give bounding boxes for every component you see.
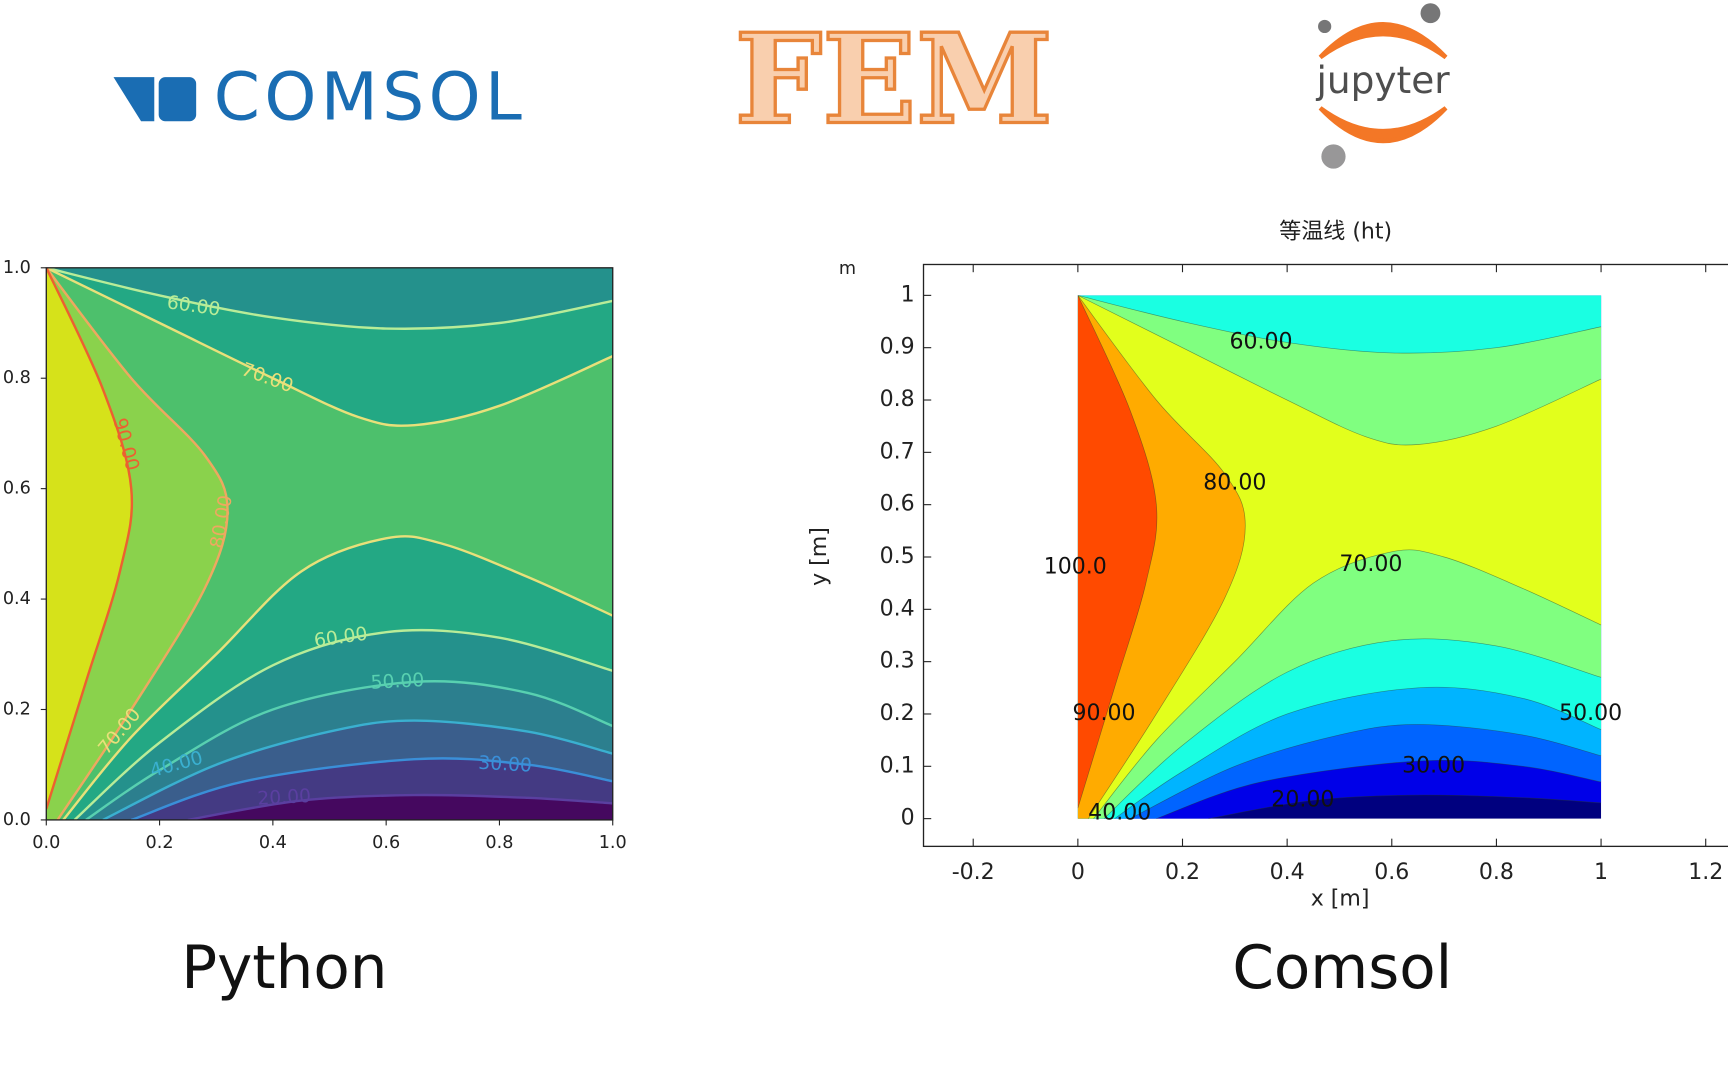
contour-label: 60.00	[1229, 329, 1292, 354]
x-tick-label: 0.8	[485, 833, 513, 853]
y-tick-label: 0.8	[3, 368, 31, 388]
contour-label: 50.00	[1559, 701, 1622, 726]
jupyter-dot	[1420, 3, 1441, 24]
y-tick-label: 0.0	[3, 810, 31, 830]
y-tick-label: 0.3	[880, 649, 915, 674]
y-tick-label: 0.9	[880, 335, 915, 360]
x-tick-label: 0.6	[372, 833, 400, 853]
contour-line	[130, 757, 613, 820]
contour-line	[1130, 724, 1602, 819]
y-tick-label: 0.2	[3, 699, 31, 719]
x-tick-label: 1.0	[599, 833, 627, 853]
comsol-icon	[113, 77, 155, 122]
y-tick-label: 0.8	[880, 387, 915, 412]
jupyter-dot	[1321, 144, 1346, 169]
contour-plot	[46, 267, 613, 820]
y-tick-label: 0.4	[3, 589, 31, 609]
contour-label: 20.00	[257, 786, 312, 810]
y-tick-label: 0.6	[880, 492, 915, 517]
band	[1077, 295, 1602, 819]
jupyter-logo: jupyter	[1315, 3, 1450, 169]
y-tick-label: 0.6	[3, 479, 31, 499]
x-tick-label: -0.2	[952, 860, 995, 885]
contour-label: 30.00	[478, 753, 533, 777]
x-tick-label: 1	[1594, 860, 1608, 885]
y-tick-label: 0.1	[880, 753, 915, 778]
contour-label: 90.00	[1072, 701, 1135, 726]
y-tick-label: 0	[901, 806, 915, 831]
x-tick-label: 0.0	[32, 833, 60, 853]
y-tick-label: 0.5	[880, 544, 915, 569]
contour-line	[62, 535, 613, 820]
contour-label: 80.00	[1203, 471, 1266, 496]
contour-label: 100.0	[1044, 554, 1107, 579]
x-tick-label: 0.2	[146, 833, 174, 853]
jupyter-text: jupyter	[1315, 58, 1450, 102]
contour-label: 40.00	[1088, 800, 1151, 825]
x-tick-label: 0.2	[1165, 860, 1200, 885]
plot-frame	[45, 267, 614, 821]
contour-line	[1077, 295, 1246, 819]
contour-line	[46, 267, 134, 810]
plot-frame	[922, 263, 1728, 848]
contour-line	[1156, 759, 1602, 819]
x-tick-label: 0.4	[1270, 860, 1305, 885]
y-tick-label: 0.7	[880, 439, 915, 464]
y-tick-label: 1.0	[3, 258, 31, 278]
contour-line	[102, 719, 613, 820]
contour-line	[73, 628, 613, 820]
contour-plot	[1077, 295, 1602, 819]
band	[46, 267, 613, 820]
contour-label: 50.00	[370, 670, 425, 694]
x-tick-label: 1.2	[1688, 860, 1723, 885]
contour-label: 70.00	[1339, 552, 1402, 577]
comsol-text: COMSOL	[214, 58, 527, 135]
jupyter-arc	[1318, 106, 1448, 144]
x-tick-label: 0	[1071, 860, 1085, 885]
contour-line	[46, 267, 613, 427]
band	[46, 267, 132, 820]
y-axis-label: y [m]	[807, 527, 832, 586]
y-tick-label: 1	[901, 282, 915, 307]
contour-line	[1077, 295, 1158, 809]
y-tick-label: 0.2	[880, 701, 915, 726]
caption: Python	[181, 934, 387, 1003]
contour-label: 20.00	[1271, 787, 1334, 812]
x-axis-label: x [m]	[1311, 886, 1370, 911]
contour-line	[46, 267, 229, 820]
contour-label: 30.00	[1402, 753, 1465, 778]
contour-line	[1114, 686, 1602, 819]
contour-line	[1077, 295, 1602, 446]
fem-logo: FEM	[735, 8, 1053, 153]
jupyter-dot	[1318, 19, 1332, 34]
contour-line	[85, 680, 613, 820]
jupyter-arc	[1318, 22, 1448, 60]
x-tick-label: 0.6	[1374, 860, 1409, 885]
contour-line	[1093, 549, 1602, 819]
band	[1077, 295, 1157, 819]
contour-line	[1077, 295, 1602, 354]
x-tick-label: 0.8	[1479, 860, 1514, 885]
contour-line	[1208, 794, 1602, 819]
contour-line	[46, 267, 613, 330]
contour-line	[187, 793, 613, 820]
y-tick-label: 0.4	[880, 596, 915, 621]
chart-title: 等温线 (ht)	[1279, 220, 1392, 245]
comsol-logo: COMSOL	[113, 58, 527, 135]
comsol-icon	[158, 77, 197, 122]
x-tick-label: 0.4	[259, 833, 287, 853]
y-axis-unit: m	[839, 259, 856, 279]
caption: Comsol	[1232, 934, 1452, 1003]
contour-line	[1103, 638, 1602, 819]
